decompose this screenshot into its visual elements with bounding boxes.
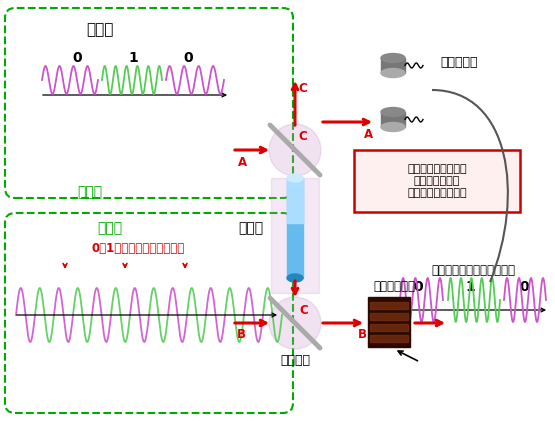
FancyBboxPatch shape [354, 150, 520, 212]
Text: 1: 1 [465, 280, 475, 294]
Bar [271, 178, 319, 293]
Text: 送信者: 送信者 [78, 185, 103, 199]
Text: C: C [300, 303, 309, 316]
Text: 0: 0 [519, 280, 529, 294]
Ellipse shape [381, 122, 405, 132]
Text: 受信者: 受信者 [98, 221, 123, 235]
Text: 0と1の量子重ね合わせ状態: 0と1の量子重ね合わせ状態 [92, 241, 185, 254]
Text: 光子を検出: 光子を検出 [440, 56, 477, 68]
Bar [381, 112, 405, 127]
Bar [381, 58, 405, 73]
Text: 光分波器: 光分波器 [280, 354, 310, 366]
Text: 検出結果を受信側に
古典通信で伝え
受信側の出力を選別: 検出結果を受信側に 古典通信で伝え 受信側の出力を選別 [407, 165, 467, 197]
Ellipse shape [381, 54, 405, 62]
Ellipse shape [269, 124, 321, 176]
Ellipse shape [381, 108, 405, 116]
Text: C: C [299, 130, 307, 143]
Text: B: B [236, 328, 245, 341]
Text: 0: 0 [413, 280, 423, 294]
Text: C: C [299, 81, 307, 95]
Bar [370, 335, 408, 342]
Ellipse shape [269, 297, 321, 349]
Text: 光信号: 光信号 [87, 22, 114, 38]
Bar [370, 324, 408, 331]
Bar [370, 302, 408, 309]
Ellipse shape [287, 174, 303, 182]
Bar [287, 178, 303, 278]
Text: 出力フィルタ: 出力フィルタ [373, 281, 415, 293]
Text: A: A [364, 127, 372, 141]
Ellipse shape [381, 68, 405, 78]
Text: 光回線: 光回線 [239, 221, 264, 235]
Bar [368, 297, 410, 347]
Text: 光信号を無雑で増幅し再生: 光信号を無雑で増幅し再生 [431, 263, 515, 276]
Text: 1: 1 [128, 51, 138, 65]
Bar [370, 313, 408, 320]
Text: 0: 0 [72, 51, 82, 65]
Text: 0: 0 [183, 51, 193, 65]
Text: B: B [357, 328, 366, 341]
Bar [287, 178, 303, 223]
Ellipse shape [287, 274, 303, 282]
Text: A: A [238, 157, 246, 170]
